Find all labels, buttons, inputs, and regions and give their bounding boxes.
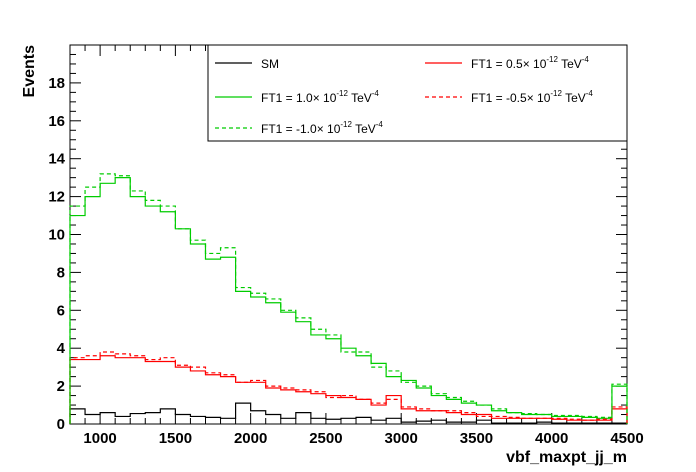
series-line-4 xyxy=(69,173,628,424)
x-axis-title: vbf_maxpt_jj_m xyxy=(506,449,627,466)
y-tick-label: 10 xyxy=(48,227,65,244)
y-tick-label: 0 xyxy=(57,416,65,433)
legend-entry-label: FT1 = 1.0× 10-12 TeV-4 xyxy=(261,89,379,105)
series-line-2 xyxy=(69,177,628,424)
y-tick-label: 6 xyxy=(57,302,65,319)
y-tick-label: 18 xyxy=(48,75,65,92)
legend-entry-label: FT1 = -0.5× 10-12 TeV-4 xyxy=(471,89,593,105)
legend-entry-label: FT1 = 0.5× 10-12 TeV-4 xyxy=(471,55,589,71)
x-tick-label: 2500 xyxy=(309,430,342,447)
series-line-3 xyxy=(69,351,628,424)
x-tick-label: 1000 xyxy=(83,430,116,447)
x-tick-label: 3500 xyxy=(460,430,493,447)
legend-entry-label: FT1 = -1.0× 10-12 TeV-4 xyxy=(261,120,383,136)
axis-tick-labels: 1000 1500 2000 2500 3000 3500 4000 4500 0 2 4 6 8 10 1… xyxy=(48,75,643,447)
y-tick-label: 14 xyxy=(48,151,65,168)
y-tick-label: 16 xyxy=(48,113,65,130)
y-axis-title: Events xyxy=(21,45,38,98)
y-tick-label: 4 xyxy=(57,340,66,357)
x-tick-label: 4000 xyxy=(535,430,568,447)
legend: SM FT1 = 0.5× 10-12 TeV-4 FT1 = 1.0× 10-12… xyxy=(207,44,628,142)
y-tick-label: 8 xyxy=(57,264,65,281)
y-tick-label: 12 xyxy=(48,189,65,206)
y-tick-label: 2 xyxy=(57,378,65,395)
series-line-0 xyxy=(69,402,628,424)
legend-box xyxy=(207,44,628,142)
legend-entry-label: SM xyxy=(261,57,279,71)
series-layer xyxy=(69,173,628,424)
x-tick-label: 2000 xyxy=(234,430,267,447)
x-tick-label: 1500 xyxy=(159,430,192,447)
series-line-1 xyxy=(69,355,628,424)
x-tick-label: 3000 xyxy=(385,430,418,447)
x-tick-label: 4500 xyxy=(610,430,643,447)
